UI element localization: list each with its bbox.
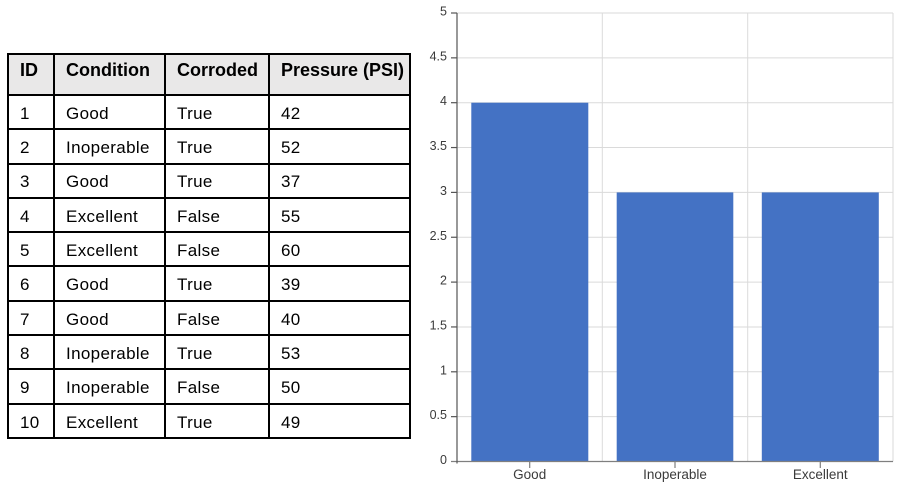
svg-text:4: 4 bbox=[440, 94, 447, 108]
svg-text:0: 0 bbox=[440, 453, 447, 467]
svg-text:0.5: 0.5 bbox=[430, 408, 447, 422]
svg-text:Good: Good bbox=[513, 467, 546, 482]
svg-text:4.5: 4.5 bbox=[430, 49, 447, 63]
svg-text:Excellent: Excellent bbox=[793, 467, 848, 482]
svg-text:1.5: 1.5 bbox=[430, 318, 447, 332]
svg-text:3.5: 3.5 bbox=[430, 139, 447, 153]
svg-text:5: 5 bbox=[440, 5, 447, 19]
svg-text:3: 3 bbox=[440, 184, 447, 198]
svg-text:Inoperable: Inoperable bbox=[643, 467, 707, 482]
svg-text:2: 2 bbox=[440, 274, 447, 288]
svg-text:1: 1 bbox=[440, 363, 447, 377]
svg-text:2.5: 2.5 bbox=[430, 229, 447, 243]
